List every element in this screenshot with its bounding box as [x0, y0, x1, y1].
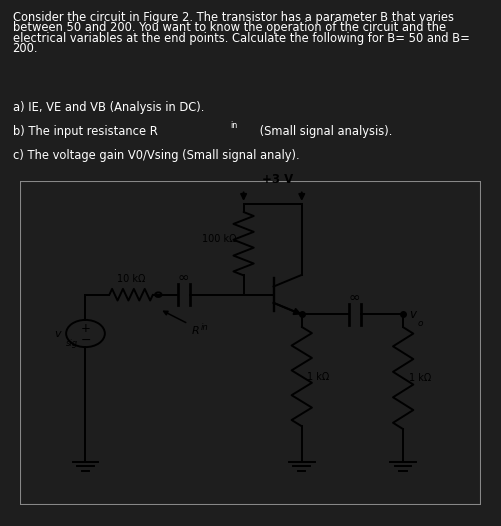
Text: Consider the circuit in Figure 2. The transistor has a parameter B that varies: Consider the circuit in Figure 2. The tr…: [13, 11, 453, 24]
Text: −: −: [80, 333, 91, 347]
Text: +: +: [81, 322, 90, 335]
Text: 100 kΩ: 100 kΩ: [202, 234, 236, 244]
Text: in: in: [200, 323, 208, 332]
Text: (Small signal analysis).: (Small signal analysis).: [256, 125, 392, 138]
Text: b) The input resistance R: b) The input resistance R: [13, 125, 157, 138]
Text: 200.: 200.: [13, 42, 38, 55]
Text: sig: sig: [66, 339, 78, 348]
Text: in: in: [230, 121, 237, 130]
Text: a) IE, VE and VB (Analysis in DC).: a) IE, VE and VB (Analysis in DC).: [13, 101, 204, 114]
Text: 10 kΩ: 10 kΩ: [117, 275, 145, 285]
Text: ∞: ∞: [349, 291, 361, 305]
Text: R: R: [191, 326, 199, 336]
Text: v: v: [409, 308, 416, 321]
Text: c) The voltage gain V0/Vsing (Small signal analy).: c) The voltage gain V0/Vsing (Small sign…: [13, 149, 299, 162]
Text: electrical variables at the end points. Calculate the following for B= 50 and B=: electrical variables at the end points. …: [13, 32, 469, 45]
Text: 1 kΩ: 1 kΩ: [307, 371, 330, 381]
Text: between 50 and 200. You want to know the operation of the circuit and the: between 50 and 200. You want to know the…: [13, 22, 446, 34]
Text: v: v: [54, 329, 61, 339]
Text: 1 kΩ: 1 kΩ: [409, 373, 431, 383]
Text: +3 V: +3 V: [262, 174, 293, 186]
Text: ∞: ∞: [178, 271, 189, 285]
Text: o: o: [418, 319, 423, 328]
